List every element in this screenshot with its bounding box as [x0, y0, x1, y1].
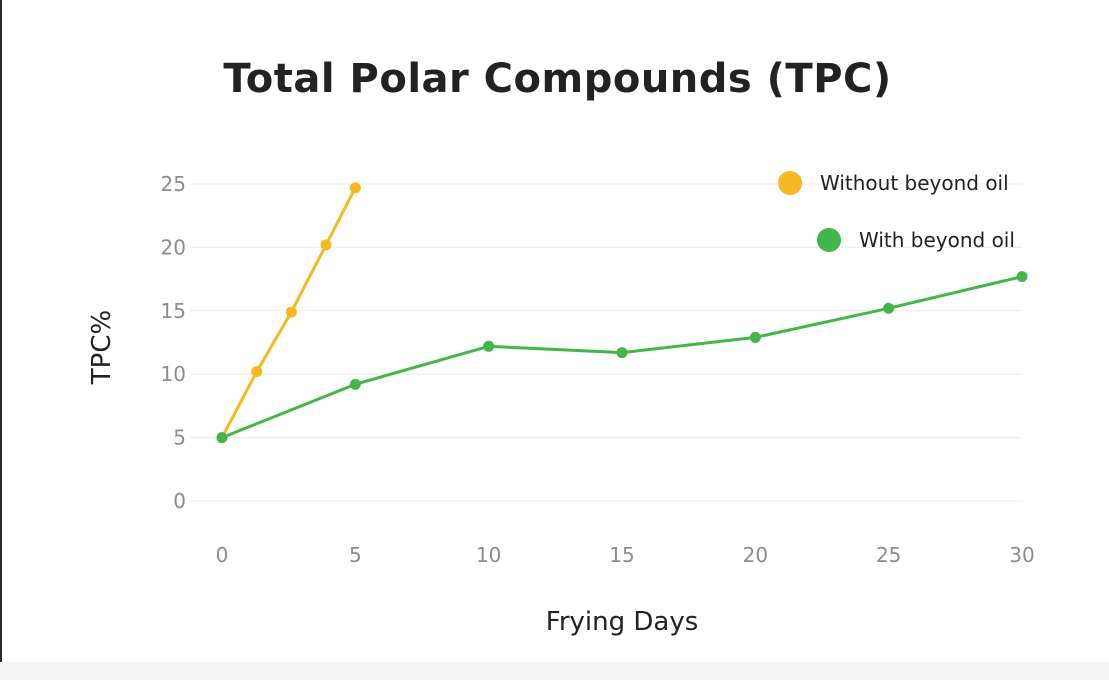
legend-label: With beyond oil: [859, 228, 1015, 252]
y-tick-label: 0: [173, 489, 186, 513]
y-tick-label: 10: [161, 362, 186, 386]
legend-marker: [778, 171, 802, 195]
data-point: [1016, 271, 1028, 283]
x-tick-label: 15: [609, 543, 634, 567]
x-tick-label: 5: [349, 543, 362, 567]
y-tick-label: 20: [161, 235, 186, 259]
series-layer: [216, 182, 1028, 444]
x-tick-label: 10: [476, 543, 501, 567]
data-point: [320, 239, 332, 251]
grid-layer: [190, 183, 1022, 502]
data-point: [883, 302, 895, 314]
y-tick-label: 15: [161, 299, 186, 323]
x-tick-label: 30: [1009, 543, 1034, 567]
x-tick-label: 25: [876, 543, 901, 567]
x-axis-label: Frying Days: [546, 607, 699, 637]
data-point: [216, 432, 228, 444]
x-tick-label: 0: [216, 543, 229, 567]
y-tick-label: 5: [173, 426, 186, 450]
y-axis-label: TPC%: [87, 310, 117, 385]
legend-marker: [817, 228, 841, 252]
tick-layer: 0 5 10 15 20 25 0 5 10 15 20 25 30: [161, 172, 1035, 567]
data-point: [349, 378, 361, 390]
data-point: [349, 182, 361, 194]
data-point: [616, 347, 628, 359]
legend: Without beyond oil With beyond oil: [778, 171, 1015, 252]
bottom-strip: [0, 662, 1109, 680]
y-tick-label: 25: [161, 172, 186, 196]
chart-title: Total Polar Compounds (TPC): [223, 56, 892, 102]
data-point: [749, 331, 761, 343]
data-point: [483, 340, 495, 352]
data-point: [251, 366, 263, 378]
legend-label: Without beyond oil: [820, 171, 1009, 195]
x-tick-label: 20: [743, 543, 768, 567]
chart-frame: [0, 0, 2, 662]
data-point: [285, 306, 297, 318]
